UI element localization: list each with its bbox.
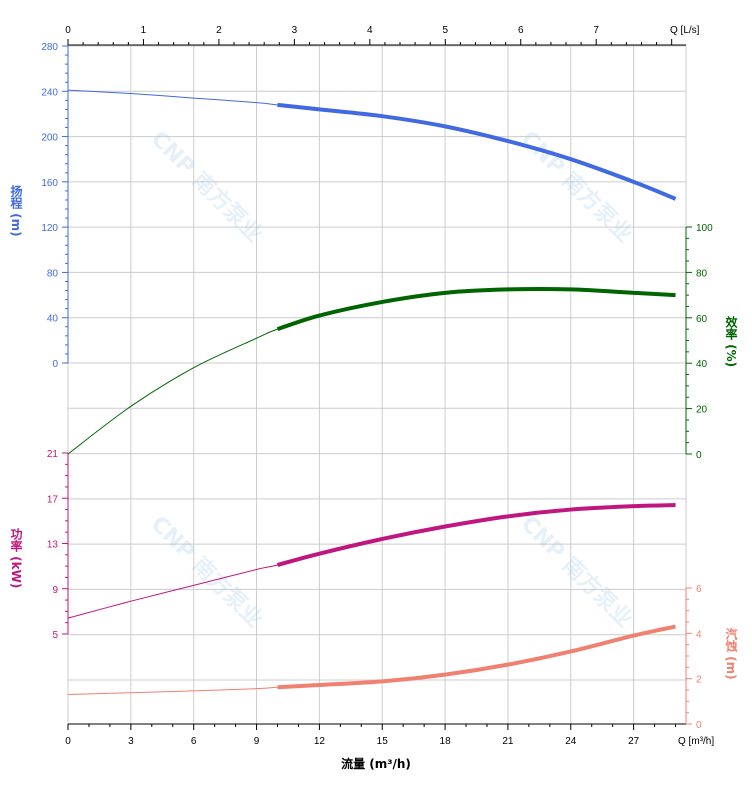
x-bottom-tick-label: 27 [628,736,640,747]
head-tick-label: 0 [52,359,58,370]
power-tick-label: 17 [47,494,59,505]
power-axis-title: 功率 (kW) [9,527,23,589]
npsh-tick-label: 4 [696,629,702,640]
chart-grid [67,44,687,725]
efficiency-axis-title: 效率 (%) [724,315,738,368]
head-tick-label: 280 [41,42,58,53]
efficiency-tick-label: 60 [696,314,708,325]
x-top-tick-label: 5 [443,25,449,36]
x-top-tick-label: 2 [216,25,222,36]
head-tick-label: 240 [41,87,58,98]
chart-series [67,89,677,696]
npsh-axis-title: 汽蚀 (m) [724,627,738,680]
x-bottom-tick-label: 18 [440,736,452,747]
head-tick-label: 40 [47,314,59,325]
npsh-tick-label: 6 [696,584,702,595]
efficiency-tick-label: 100 [696,223,713,234]
chart-axes: 0 3 6 9 12 15 18 21 24 27 Q [m³/h]0 1 2 3 4 5 6 7 Q [L/s]0… [41,25,714,747]
x-bottom-tick-label: 24 [565,736,577,747]
x-bottom-tick-label: 3 [128,736,134,747]
cnp-watermark: CNP 南方泵业 [146,126,268,248]
x-top-tick-label: 1 [141,25,147,36]
x-bottom-tick-label: 15 [377,736,389,747]
head-tick-label: 200 [41,133,58,144]
efficiency-curve-thin [67,288,676,455]
npsh-tick-label: 0 [696,720,702,731]
efficiency-tick-label: 40 [696,359,708,370]
x-bottom-tick-label: 21 [502,736,514,747]
efficiency-tick-label: 80 [696,268,708,279]
axis-titles: 流量 (m³/h) 扬程 (m) 功率 (kW) 效率 (%) 汽蚀 (m) [9,184,738,771]
head-tick-label: 160 [41,178,58,189]
x-bottom-tick-label: 0 [65,736,71,747]
x-top-tick-label: 3 [292,25,298,36]
efficiency-curve-operating [276,287,676,332]
efficiency-tick-label: 20 [696,405,708,416]
x-top-tick-label: 6 [518,25,524,36]
x-axis-title: 流量 (m³/h) [341,756,411,771]
head-tick-label: 80 [47,268,59,279]
head-tick-label: 120 [41,223,58,234]
power-tick-label: 5 [52,630,58,641]
head-curve-operating [277,102,677,201]
efficiency-tick-label: 0 [696,450,702,461]
x-top-tick-label: 7 [593,25,599,36]
x-bottom-tick-label: 9 [254,736,260,747]
cnp-watermark: CNP 南方泵业 [516,126,638,248]
power-tick-label: 21 [47,449,59,460]
head-axis-title: 扬程 (m) [9,184,23,237]
npsh-curve-thin [67,626,676,696]
x-top-tick-label: 0 [65,25,71,36]
npsh-curve-operating [277,624,676,690]
x-top-tick-label: 4 [367,25,373,36]
power-tick-label: 9 [52,585,58,596]
power-tick-label: 13 [47,540,59,551]
x-bottom-unit-label: Q [m³/h] [678,736,714,747]
cnp-watermark: CNP 南方泵业 [516,511,638,633]
npsh-tick-label: 2 [696,675,702,686]
x-top-unit-label: Q [L/s] [670,25,700,36]
power-curve-operating [276,503,676,567]
x-bottom-tick-label: 6 [191,736,197,747]
x-bottom-tick-label: 12 [314,736,326,747]
